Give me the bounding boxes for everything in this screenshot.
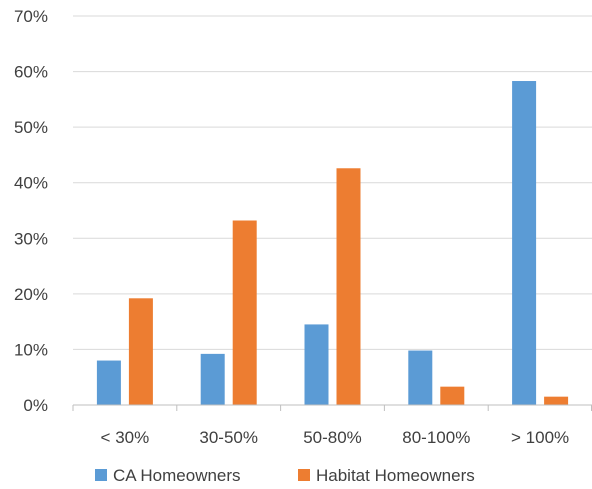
x-tick-label: > 100% [511,428,569,447]
y-tick-label: 40% [14,174,48,193]
x-axis-tick-labels: < 30% 30-50% 50-80% 80-100% > 100% [101,428,570,447]
legend: CA Homeowners Habitat Homeowners [95,466,475,485]
x-tick-label: 50-80% [303,428,362,447]
bar-habitat-homeowners [129,298,153,405]
x-axis [73,405,592,411]
bar-ca-homeowners [408,351,432,405]
bar-ca-homeowners [512,81,536,405]
bar-ca-homeowners [201,354,225,405]
bar-habitat-homeowners [544,397,568,405]
bars [97,81,568,405]
bar-habitat-homeowners [233,221,257,405]
y-tick-label: 50% [14,118,48,137]
y-tick-label: 10% [14,340,48,359]
y-tick-label: 60% [14,63,48,82]
legend-swatch [298,469,310,481]
x-tick-label: 80-100% [402,428,470,447]
y-tick-label: 30% [14,229,48,248]
bar-ca-homeowners [97,361,121,405]
x-tick-label: 30-50% [199,428,258,447]
y-axis-tick-labels: 0% 10% 20% 30% 40% 50% 60% 70% [14,7,48,415]
bar-ca-homeowners [305,324,329,405]
bar-habitat-homeowners [440,387,464,405]
y-tick-label: 20% [14,285,48,304]
y-tick-label: 70% [14,7,48,26]
y-tick-label: 0% [23,396,48,415]
bar-habitat-homeowners [337,168,361,405]
legend-swatch [95,469,107,481]
legend-label: CA Homeowners [113,466,241,485]
x-tick-label: < 30% [101,428,150,447]
legend-label: Habitat Homeowners [316,466,475,485]
